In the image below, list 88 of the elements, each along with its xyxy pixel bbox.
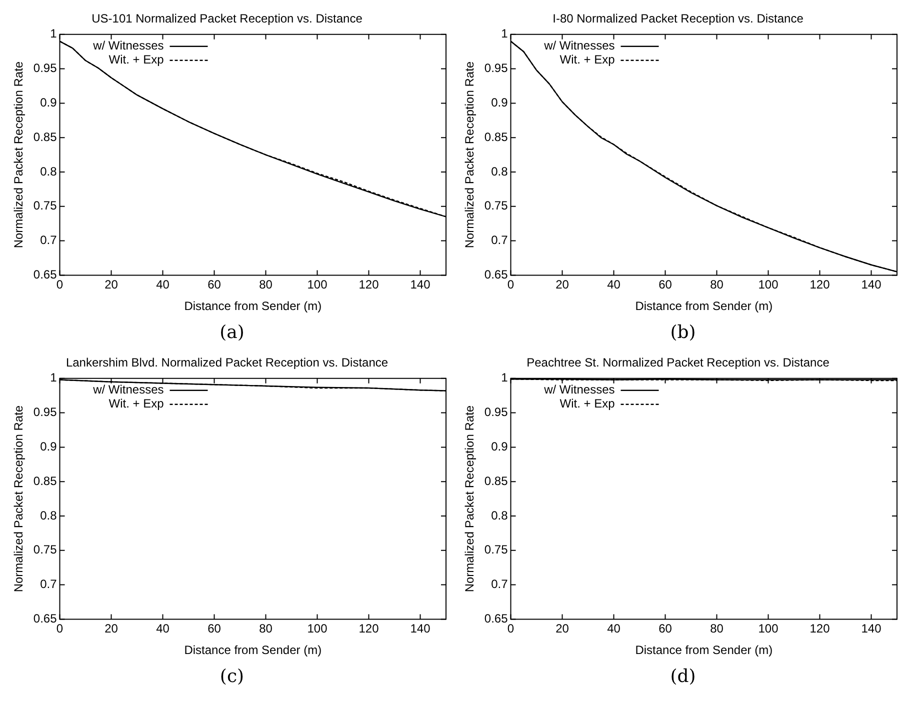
x-axis-title: Distance from Sender (m) [184, 643, 322, 658]
x-tick-label: 40 [156, 622, 170, 636]
legend-label: Wit. + Exp [108, 396, 164, 411]
x-tick-label: 0 [56, 622, 64, 636]
y-tick-label: 0.8 [40, 164, 58, 178]
y-axis-title: Normalized Packet Reception Rate [462, 61, 477, 248]
legend-label: Wit. + Exp [108, 52, 164, 67]
y-tick-label: 0.75 [33, 198, 58, 213]
x-tick-label: 40 [156, 278, 170, 292]
legend-label: w/ Witnesses [92, 382, 164, 397]
x-tick-label: 100 [758, 622, 779, 636]
y-tick-label: 1 [50, 26, 58, 41]
x-axis-title: Distance from Sender (m) [635, 643, 773, 658]
x-tick-label: 140 [410, 622, 431, 636]
chart-title: Lankershim Blvd. Normalized Packet Reception vs. Distance [66, 356, 388, 370]
y-tick-label: 1 [50, 370, 58, 385]
chart-title: Peachtree St. Normalized Packet Reception vs. Distance [526, 356, 830, 370]
x-tick-label: 140 [861, 278, 882, 292]
y-tick-label: 1 [501, 370, 508, 385]
x-tick-label: 140 [861, 622, 882, 636]
legend-label: Wit. + Exp [560, 396, 616, 411]
y-tick-label: 0.9 [40, 96, 58, 110]
x-tick-label: 40 [607, 278, 621, 292]
x-tick-label: 80 [259, 622, 273, 636]
x-tick-label: 80 [259, 278, 273, 292]
y-tick-label: 0.8 [40, 508, 58, 522]
x-tick-label: 20 [104, 278, 118, 292]
y-tick-label: 0.85 [484, 130, 508, 144]
y-tick-label: 0.75 [33, 542, 58, 557]
y-tick-label: 0.85 [484, 474, 508, 488]
y-tick-label: 0.9 [491, 96, 508, 110]
x-tick-label: 0 [507, 622, 514, 636]
x-tick-label: 120 [358, 622, 380, 636]
y-tick-label: 0.9 [491, 440, 508, 454]
text: (b) [669, 321, 697, 345]
x-tick-label: 120 [358, 278, 380, 292]
y-tick-label: 0.85 [33, 474, 58, 488]
x-tick-label: 120 [810, 622, 830, 636]
x-tick-label: 0 [56, 278, 64, 292]
y-axis-title: Normalized Packet Reception Rate [12, 61, 26, 248]
x-tick-label: 100 [758, 278, 779, 292]
y-tick-label: 0.95 [484, 405, 508, 420]
y-tick-label: 0.65 [484, 612, 508, 626]
x-tick-label: 140 [410, 278, 431, 292]
legend-label: Wit. + Exp [560, 52, 616, 67]
legend-label: w/ Witnesses [92, 38, 164, 53]
x-tick-label: 80 [710, 622, 724, 636]
y-tick-label: 0.8 [491, 164, 508, 178]
x-tick-label: 60 [658, 622, 672, 636]
y-tick-label: 0.65 [484, 268, 508, 282]
x-tick-label: 0 [507, 278, 514, 292]
y-tick-label: 0.65 [33, 268, 58, 282]
text: (c) [218, 665, 246, 689]
y-tick-label: 0.7 [40, 577, 58, 592]
chart-title: I-80 Normalized Packet Reception vs. Distance [552, 12, 804, 26]
x-tick-label: 20 [556, 278, 570, 292]
y-tick-label: 0.95 [33, 61, 58, 76]
y-tick-label: 1 [501, 26, 508, 41]
y-axis-title: Normalized Packet Reception Rate [12, 405, 26, 592]
x-tick-label: 100 [307, 622, 328, 636]
y-tick-label: 0.9 [40, 440, 58, 454]
y-tick-label: 0.7 [40, 233, 58, 248]
x-tick-label: 60 [208, 278, 222, 292]
x-tick-label: 20 [104, 622, 118, 636]
y-tick-label: 0.65 [33, 612, 58, 626]
y-tick-label: 0.95 [33, 405, 58, 420]
text: (a) [218, 321, 246, 345]
x-tick-label: 40 [607, 622, 621, 636]
y-axis-title: Normalized Packet Reception Rate [462, 405, 477, 592]
x-tick-label: 60 [208, 622, 222, 636]
y-tick-label: 0.7 [491, 233, 508, 248]
x-axis-title: Distance from Sender (m) [635, 299, 773, 314]
y-tick-label: 0.85 [33, 130, 58, 144]
x-axis-title: Distance from Sender (m) [184, 299, 322, 314]
y-tick-label: 0.95 [484, 61, 508, 76]
y-tick-label: 0.75 [484, 198, 508, 213]
legend-label: w/ Witnesses [543, 38, 615, 53]
x-tick-label: 120 [810, 278, 830, 292]
chart-title: US-101 Normalized Packet Reception vs. Distance [92, 12, 363, 26]
y-tick-label: 0.7 [491, 577, 508, 592]
legend-label: w/ Witnesses [543, 382, 615, 397]
text: (d) [669, 665, 697, 689]
x-tick-label: 20 [556, 622, 570, 636]
x-tick-label: 100 [307, 278, 328, 292]
x-tick-label: 60 [658, 278, 672, 292]
y-tick-label: 0.8 [491, 508, 508, 522]
x-tick-label: 80 [710, 278, 724, 292]
y-tick-label: 0.75 [484, 542, 508, 557]
